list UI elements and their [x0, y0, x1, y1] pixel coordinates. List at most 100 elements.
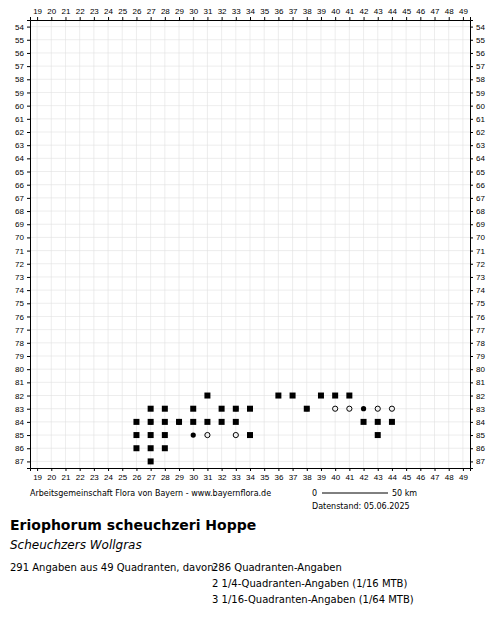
tick-label: 66 [15, 181, 24, 190]
grid-line [30, 158, 470, 159]
tick-mark [37, 468, 38, 471]
grid-line [30, 382, 470, 383]
tick-mark [321, 17, 322, 20]
tick-mark [449, 468, 450, 471]
tick-mark [80, 468, 81, 471]
tick-mark [37, 17, 38, 20]
tick-mark [27, 66, 30, 67]
tick-label: 36 [274, 473, 283, 482]
grid-line [51, 20, 52, 468]
grid-line [30, 92, 470, 93]
grid-line [108, 20, 109, 468]
tick-label: 60 [476, 102, 485, 111]
tick-label: 62 [476, 128, 485, 137]
tick-label: 81 [476, 378, 485, 387]
tick-mark [27, 119, 30, 120]
tick-label: 64 [476, 154, 485, 163]
tick-label: 30 [189, 7, 198, 16]
tick-mark [27, 237, 30, 238]
tick-label: 61 [476, 115, 485, 124]
tick: 26 [132, 468, 141, 482]
grid-line [30, 421, 470, 422]
tick-label: 29 [175, 7, 184, 16]
tick-mark [27, 106, 30, 107]
point [333, 406, 338, 411]
tick-label: 63 [476, 141, 485, 150]
tick-label: 22 [76, 7, 85, 16]
tick-label: 59 [476, 89, 485, 98]
tick-label: 57 [15, 62, 24, 71]
grid-line [30, 395, 470, 396]
tick: 82 [470, 392, 485, 401]
tick: 86 [470, 444, 485, 453]
grid-line [93, 20, 94, 468]
tick-label: 35 [260, 473, 269, 482]
tick-label: 68 [476, 207, 485, 216]
tick-label: 47 [431, 473, 440, 482]
tick-mark [27, 303, 30, 304]
tick-mark [321, 468, 322, 471]
tick: 42 [360, 7, 369, 20]
tick-label: 55 [476, 36, 485, 45]
grid-line [462, 20, 463, 468]
grid-line [221, 20, 222, 468]
point [176, 419, 182, 425]
tick: 37 [289, 468, 298, 482]
tick-mark [364, 17, 365, 20]
point [219, 419, 225, 425]
point [375, 419, 381, 425]
tick: 21 [62, 468, 71, 482]
tick: 38 [303, 7, 312, 20]
tick: 33 [232, 468, 241, 482]
tick-label: 25 [118, 473, 127, 482]
series [176, 406, 394, 438]
tick-mark [80, 17, 81, 20]
point [162, 445, 168, 451]
tick-mark [108, 17, 109, 20]
tick-mark [470, 27, 473, 28]
tick-label: 31 [203, 7, 212, 16]
tick: 83 [15, 405, 30, 414]
grid-line [30, 329, 470, 330]
point [233, 432, 238, 437]
point [219, 406, 225, 412]
tick: 74 [470, 286, 485, 295]
tick-mark [27, 79, 30, 80]
tick-mark [335, 468, 336, 471]
tick: 63 [470, 141, 485, 150]
annotation: 291 Angaben aus 49 Quadranten, davon: [10, 562, 217, 573]
tick: 28 [161, 468, 170, 482]
tick-label: 33 [232, 473, 241, 482]
tick: 69 [470, 220, 485, 229]
grid-line [30, 79, 470, 80]
tick-mark [470, 396, 473, 397]
tick: 77 [15, 326, 30, 335]
tick: 33 [232, 7, 241, 20]
tick-label: 34 [246, 7, 255, 16]
tick-mark [470, 211, 473, 212]
point [361, 419, 367, 425]
grid-line [30, 303, 470, 304]
tick: 27 [147, 7, 156, 20]
tick: 46 [416, 468, 425, 482]
grid-line [363, 20, 364, 468]
tick-mark [470, 237, 473, 238]
tick: 60 [470, 102, 485, 111]
tick-mark [470, 448, 473, 449]
grid-line [320, 20, 321, 468]
grid-line [250, 20, 251, 468]
tick-mark [470, 330, 473, 331]
tick-mark [27, 185, 30, 186]
tick: 39 [317, 468, 326, 482]
tick-label: 84 [15, 418, 24, 427]
tick: 49 [459, 7, 468, 20]
grid-line [30, 211, 470, 212]
tick-mark [27, 172, 30, 173]
grid-line [30, 39, 470, 40]
tick-mark [470, 119, 473, 120]
tick: 78 [470, 339, 485, 348]
tick-label: 81 [15, 378, 24, 387]
tick-label: 71 [476, 247, 485, 256]
tick: 65 [15, 168, 30, 177]
tick: 72 [15, 260, 30, 269]
